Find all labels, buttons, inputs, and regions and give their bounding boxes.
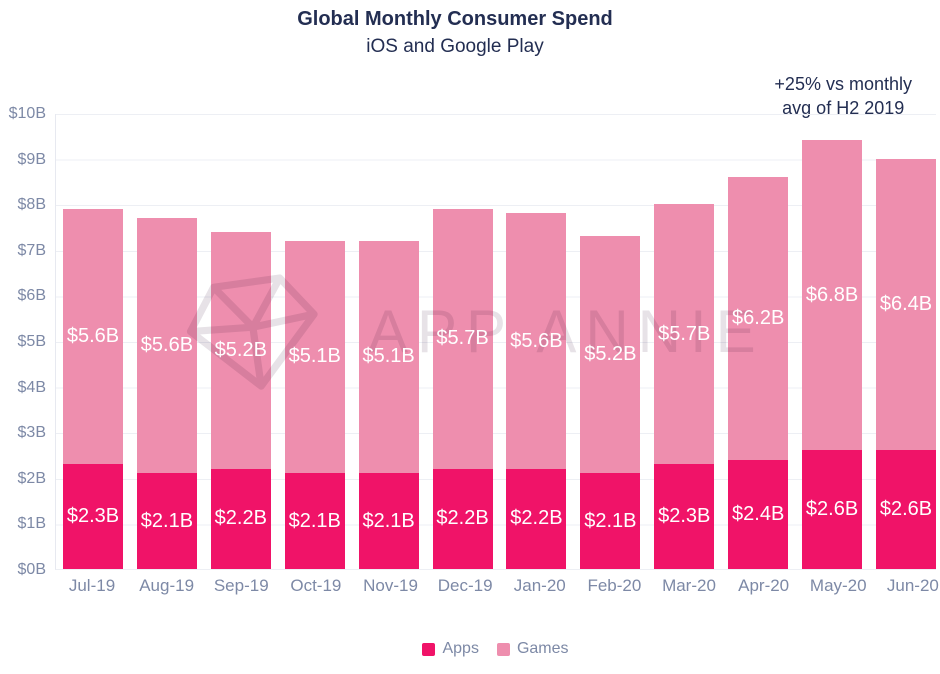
apps-swatch-icon [422,642,436,656]
legend-item-apps: Apps [422,640,479,658]
legend: Apps Games [55,640,936,658]
x-tick-label: Jul-19 [68,576,116,595]
games-value-label: $6.8B [805,283,859,306]
apps-segment: $2.2B [210,468,271,569]
bar-column-aug-19: $5.6B $2.1B [136,217,197,569]
apps-value-label: $2.1B [584,509,637,532]
y-tick-label: $4B [17,378,46,396]
x-tick-label: Nov-19 [363,576,418,595]
games-segment: $5.6B [506,213,567,469]
bar-column-feb-20: $5.2B $2.1B [580,236,641,569]
games-value-label: $6.2B [732,306,785,329]
games-value-label: $5.6B [140,334,194,357]
annotation-line-1: +25% vs monthly [774,74,912,94]
apps-segment: $2.1B [284,473,345,569]
apps-value-label: $2.6B [879,498,933,521]
games-value-label: $5.7B [658,322,711,345]
bar-column-apr-20: $6.2B $2.4B [728,176,789,569]
games-swatch-icon [496,642,510,656]
bar-column-oct-19: $5.1B $2.1B [284,240,345,569]
games-segment: $6.4B [875,158,936,451]
x-tick-label: Mar-20 [662,576,716,595]
y-axis: $10B $9B $8B $7B $6B $5B $4B $3B $2B $1B $0B [0,105,46,578]
x-axis: Jul-19 Aug-19 Sep-19 Oct-19 Nov-19 Dec-19 Jan-… [55,576,940,596]
legend-label-apps: Apps [442,640,479,657]
apps-segment: $2.1B [580,473,641,569]
bar-column-nov-19: $5.1B $2.1B [358,240,419,569]
plot-area: $5.6B $2.3B $5.6B $2.1B $5.2B $2.2B $5.1B $2.1B… [55,114,936,570]
games-value-label: $5.2B [584,343,637,366]
y-tick-label: $0B [17,561,46,578]
y-tick-label: $2B [17,469,46,487]
apps-segment: $2.3B [63,464,123,569]
y-tick-label: $8B [17,196,46,214]
games-value-label: $5.6B [66,324,120,347]
bar-column-sep-19: $5.2B $2.2B [210,231,271,569]
games-value-label: $5.7B [436,327,489,350]
apps-value-label: $2.3B [658,505,711,528]
y-tick-label: $7B [17,241,46,259]
bar-column-jun-20: $6.4B $2.6B [875,158,936,569]
apps-value-label: $2.2B [214,507,267,530]
games-value-label: $5.1B [362,345,415,368]
legend-item-games: Games [496,640,569,658]
apps-segment: $2.4B [728,459,789,569]
x-tick-label: Jan-20 [513,576,566,595]
bar-column-may-20: $6.8B $2.6B [802,140,863,569]
games-segment: $5.1B [284,240,345,474]
apps-value-label: $2.1B [362,509,415,532]
x-tick-label: Oct-19 [290,576,342,595]
apps-value-label: $2.1B [140,509,194,532]
y-tick-label: $9B [17,150,46,168]
x-tick-label: Aug-19 [139,576,195,595]
games-segment: $5.6B [63,208,123,465]
apps-value-label: $2.6B [805,498,859,521]
chart-subtitle: iOS and Google Play [366,36,544,57]
x-tick-label: Dec-19 [437,576,493,595]
games-value-label: $5.2B [214,338,267,361]
y-tick-label: $3B [17,424,46,442]
bar-column-mar-20: $5.7B $2.3B [654,204,715,569]
y-tick-label: $5B [17,333,46,350]
legend-label-games: Games [516,640,569,657]
games-segment: $6.2B [728,176,789,460]
apps-value-label: $2.3B [66,505,120,528]
apps-value-label: $2.1B [288,509,341,532]
apps-segment: $2.3B [654,464,715,569]
chart-title: Global Monthly Consumer Spend [297,8,613,30]
annotation-line-2: avg of H2 2019 [782,98,905,118]
apps-segment: $2.6B [802,450,863,569]
apps-segment: $2.1B [136,473,197,569]
y-tick-label: $1B [17,515,46,533]
games-segment: $5.1B [358,240,419,474]
games-value-label: $6.4B [879,293,933,316]
bars: $5.6B $2.3B $5.6B $2.1B $5.2B $2.2B $5.1B $2.1B… [56,114,936,569]
bar-column-dec-19: $5.7B $2.2B [432,208,493,569]
games-segment: $5.6B [136,217,197,474]
y-tick-label: $10B [8,105,46,122]
x-tick-label: Feb-20 [587,576,642,595]
x-tick-label: Jun-20 [886,576,939,595]
x-tick-label: Apr-20 [738,576,790,595]
games-segment: $5.2B [210,231,271,469]
apps-segment: $2.1B [358,473,419,569]
bar-column-jan-20: $5.6B $2.2B [506,213,567,569]
apps-segment: $2.6B [875,450,936,569]
games-value-label: $5.1B [288,345,341,368]
apps-value-label: $2.2B [436,507,489,530]
apps-segment: $2.2B [432,468,493,569]
apps-value-label: $2.4B [732,502,785,525]
games-segment: $6.8B [802,140,863,451]
apps-value-label: $2.2B [510,507,563,530]
games-value-label: $5.6B [510,329,563,352]
games-segment: $5.7B [432,208,493,469]
x-tick-label: May-20 [809,576,867,595]
bar-column-jul-19: $5.6B $2.3B [63,208,123,569]
x-tick-label: Sep-19 [213,576,269,595]
annotation: +25% vs monthly avg of H2 2019 [774,72,912,120]
games-segment: $5.7B [654,204,715,465]
apps-segment: $2.2B [506,468,567,569]
y-tick-label: $6B [17,287,46,305]
games-segment: $5.2B [580,236,641,474]
